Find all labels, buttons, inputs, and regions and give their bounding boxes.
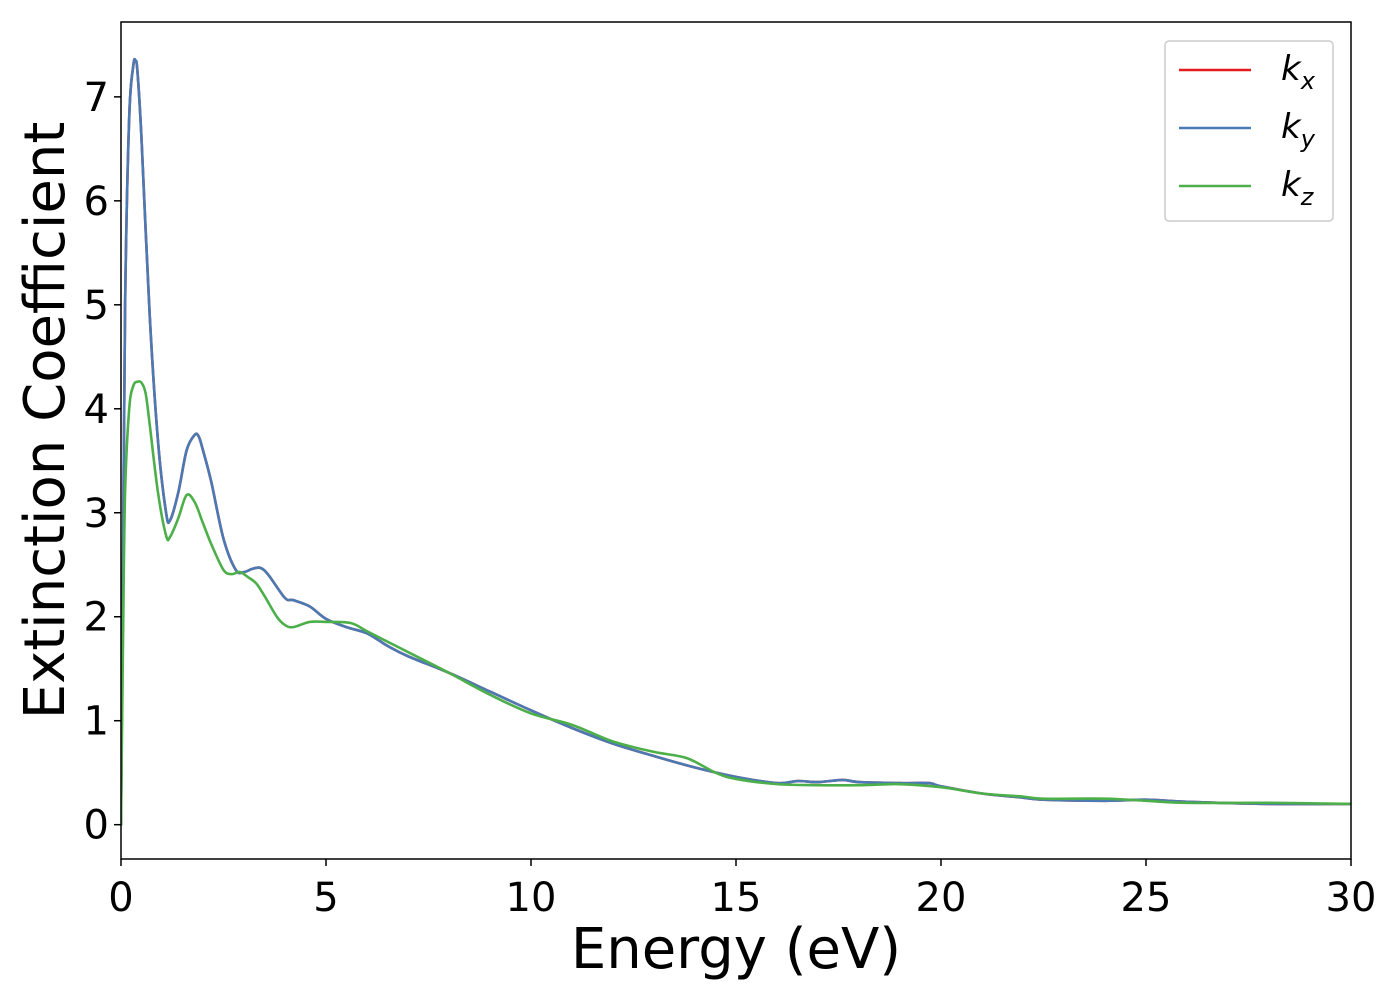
y-tick-label: 7 [84, 75, 109, 121]
y-tick-label: 6 [84, 179, 109, 225]
y-tick-label: 4 [84, 387, 109, 433]
legend-box [1164, 40, 1334, 222]
x-tick-label: 10 [506, 875, 557, 921]
y-axis-title: Extinction Coefficient [13, 122, 78, 720]
series-line-y [121, 57, 1351, 826]
x-tick-label: 5 [313, 875, 338, 921]
legend: kx ky kz [1164, 40, 1334, 222]
x-tick-label: 0 [108, 875, 133, 921]
y-tick-label: 3 [84, 491, 109, 537]
y-axis: 0 1 2 3 4 5 6 7 [84, 75, 121, 849]
legend-label-z: kz [1281, 165, 1315, 211]
x-axis: 0 5 10 15 20 25 30 [108, 859, 1376, 921]
y-tick-label: 1 [84, 699, 109, 745]
y-tick-label: 0 [84, 803, 109, 849]
y-tick-label: 2 [84, 595, 109, 641]
y-tick-label: 5 [84, 283, 109, 329]
x-tick-label: 25 [1121, 875, 1172, 921]
legend-label-x: kx [1281, 49, 1316, 95]
x-tick-label: 30 [1326, 875, 1377, 921]
series-line-z [121, 380, 1351, 826]
x-tick-label: 20 [916, 875, 967, 921]
legend-label-y: ky [1281, 107, 1316, 153]
x-tick-label: 15 [711, 875, 762, 921]
x-axis-title: Energy (eV) [571, 917, 901, 982]
